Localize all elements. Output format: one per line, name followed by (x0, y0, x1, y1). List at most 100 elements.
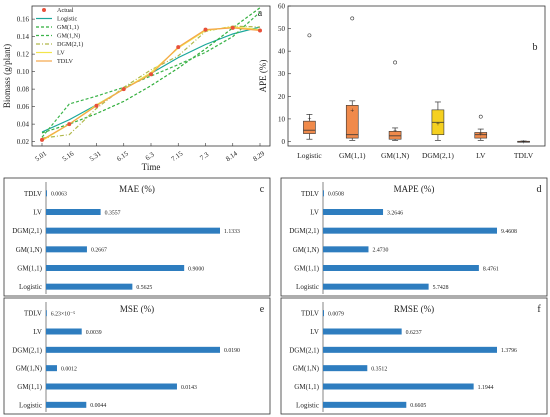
bar (323, 383, 474, 390)
panel-d: MAPE (%) d TDLV 0.0508 LV 3.2646 DGM(2,1) 9.460… (280, 177, 548, 297)
panel-letter: d (537, 184, 542, 195)
bar (46, 209, 101, 215)
panel-f: RMSE (%) f TDLV 0.0079 LV 0.6237 DGM(2,1) 1.379… (280, 297, 548, 415)
box-mean-marker: + (436, 120, 440, 128)
bar (46, 328, 82, 335)
y-tick-label: 50 (278, 25, 286, 33)
category-label: Logistic (296, 401, 319, 409)
bar-value-label: 0.6237 (406, 330, 422, 336)
x-tick-label: 7.15 (170, 149, 185, 163)
bar-value-label: 0.0508 (328, 192, 344, 198)
bar-value-label: 0.9000 (188, 266, 204, 272)
bar (323, 346, 497, 353)
category-label: LV (33, 328, 42, 336)
bar-value-label: 0.0063 (51, 192, 67, 198)
x-axis-label: Time (142, 162, 161, 172)
actual-point (94, 103, 99, 108)
y-tick-label: 0 (282, 138, 286, 146)
panel-letter: f (537, 304, 541, 315)
bar (323, 227, 497, 234)
box-body (303, 120, 316, 134)
bar (46, 246, 87, 253)
category-label: Logistic (296, 283, 319, 291)
box-mean-marker: + (393, 127, 397, 135)
bar (323, 310, 324, 317)
x-category-label: DGM(2,1) (422, 151, 454, 160)
bar-value-label: 8.4761 (483, 266, 499, 272)
x-tick-label: 5.31 (88, 149, 103, 163)
category-label: GM(1,1) (294, 383, 319, 391)
legend-label: LV (57, 50, 65, 57)
box-outlier (307, 33, 312, 38)
actual-point (149, 72, 153, 77)
box-outlier (478, 114, 483, 119)
bar (323, 265, 479, 271)
x-tick-label: 6.3 (144, 150, 156, 162)
category-label: GM(1,N) (16, 246, 43, 254)
legend-label: DGM(2,1) (57, 41, 83, 48)
category-label: DGM(2,1) (12, 346, 42, 354)
box-mean-marker: + (479, 130, 483, 138)
y-tick-label: 10 (278, 115, 286, 123)
actual-point (121, 87, 126, 92)
category-label: GM(1,N) (293, 365, 320, 373)
bar (46, 401, 87, 408)
actual-point (40, 137, 44, 142)
box-mean-marker: + (307, 114, 311, 122)
bar (323, 328, 402, 335)
bar-value-label: 0.0044 (90, 403, 106, 409)
panel-c: MAE (%) c TDLV 0.0063 LV 0.3557 DGM(2,1) 1.1333… (3, 177, 271, 297)
category-label: DGM(2,1) (289, 227, 319, 235)
x-category-label: GM(1,1) (339, 151, 366, 160)
panel-b: 0 10 20 30 40 50 60 APE (%) b + Logistic + GM(1,1) + G… (258, 3, 546, 160)
y-axis-label: APE (%) (258, 60, 268, 93)
bar (323, 190, 324, 197)
bar-value-label: 5.7428 (433, 285, 449, 291)
y-tick-label: 0.12 (17, 51, 30, 59)
panel-b-frame (287, 5, 546, 147)
box-mean-marker: + (522, 138, 526, 146)
bar (323, 283, 429, 290)
panel-a: 0.02 0.04 0.06 0.08 0.10 0.12 0.14 0.16 5.01 5.16… (2, 5, 271, 172)
bar (46, 227, 220, 234)
bar (46, 383, 177, 390)
legend-label: Logistic (57, 16, 78, 23)
category-label: Logistic (19, 283, 42, 291)
panel-title: MAE (%) (119, 184, 155, 194)
category-label: Logistic (19, 401, 42, 409)
category-label: GM(1,N) (16, 365, 43, 373)
bar-value-label: 0.5625 (136, 285, 152, 291)
x-tick-label: 8.14 (224, 149, 239, 163)
y-axis-label: Biomass (g/plant) (2, 44, 12, 108)
panel-title: MSE (%) (120, 304, 154, 314)
y-tick-label: 60 (278, 3, 286, 11)
category-label: LV (310, 328, 319, 336)
legend-label: TDLV (57, 58, 73, 65)
y-tick-label: 0.10 (17, 68, 30, 76)
bar-value-label: 1.3796 (501, 348, 517, 354)
bar-value-label: 2.4730 (372, 248, 388, 254)
category-label: GM(1,1) (17, 383, 42, 391)
box-outlier (393, 60, 397, 65)
box-body (474, 132, 488, 139)
bar-value-label: 1.1944 (478, 385, 494, 391)
y-tick-label: 0.14 (17, 33, 30, 41)
panel-letter: a (258, 8, 263, 19)
bar (46, 365, 57, 372)
category-label: LV (33, 209, 42, 217)
x-tick-label: 6.15 (115, 149, 130, 163)
bar-value-label: 0.3557 (105, 210, 121, 216)
panel-frame (280, 177, 548, 297)
legend-label: GM(1,N) (57, 33, 80, 40)
bar (323, 365, 368, 372)
bar-value-label: 9.4608 (501, 229, 517, 235)
actual-point (176, 45, 181, 50)
bar-value-label: 0.2667 (91, 248, 107, 254)
actual-point (67, 122, 72, 127)
box-mean-marker: + (350, 106, 354, 114)
y-tick-label: 40 (278, 48, 286, 56)
panel-frame (280, 297, 548, 415)
bar-value-label: 0.0079 (328, 311, 344, 317)
legend-marker (42, 8, 46, 12)
bar-value-label: 0.0012 (61, 366, 77, 372)
